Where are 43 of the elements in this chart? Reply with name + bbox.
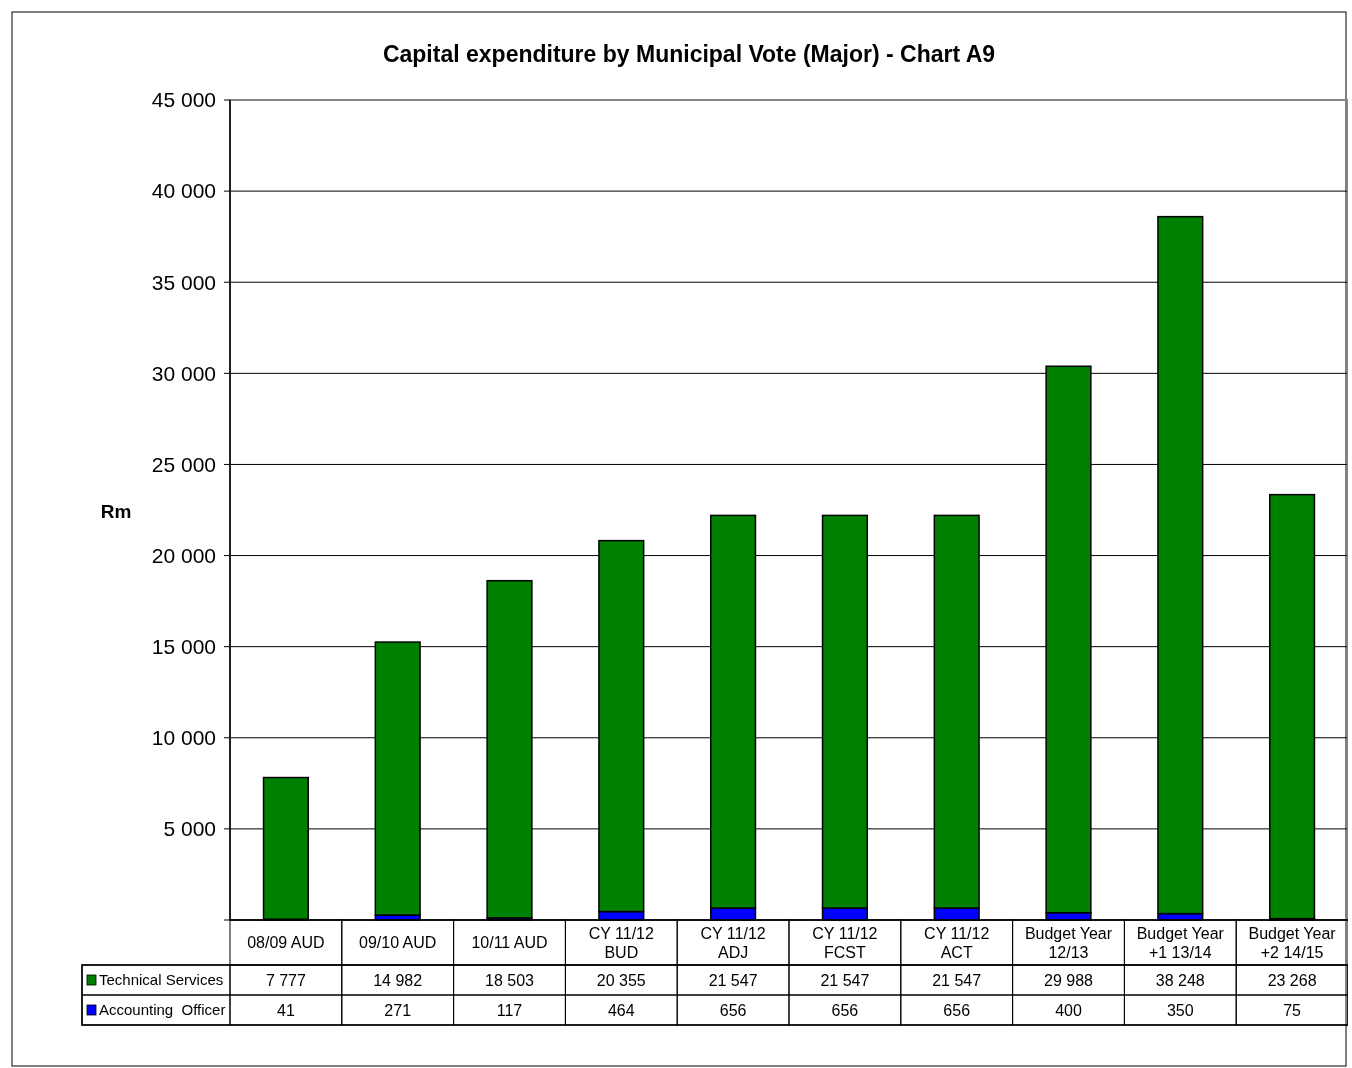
data-label: 18 503 — [485, 971, 535, 989]
x-tick-label: CY 11/12 ACT — [924, 925, 990, 962]
y-tick-label: 15 000 — [151, 635, 216, 659]
x-tick-label: Budget Year +1 13/14 — [1136, 925, 1225, 962]
data-label: 21 547 — [708, 971, 758, 989]
data-label: 656 — [831, 1001, 859, 1019]
data-label: 14 982 — [373, 971, 423, 989]
data-label: 271 — [384, 1001, 412, 1019]
x-tick-label: CY 11/12 BUD — [588, 925, 655, 962]
data-label: 656 — [719, 1001, 747, 1019]
x-tick-label: CY 11/12 ADJ — [700, 925, 766, 962]
x-tick-label: 09/10 AUD — [359, 934, 437, 952]
data-label: 21 547 — [932, 971, 982, 989]
y-tick-label: 5 000 — [163, 817, 216, 841]
data-label: 7 777 — [265, 971, 307, 989]
chart-title: Capital expenditure by Municipal Vote (Major) - Chart A9 — [382, 41, 996, 67]
data-label: 350 — [1166, 1001, 1194, 1019]
data-label: 656 — [943, 1001, 971, 1019]
legend-label: Technical Services — [99, 971, 224, 989]
y-axis-title: Rm — [100, 501, 132, 522]
data-label: 400 — [1055, 1001, 1082, 1019]
data-label: 38 248 — [1155, 971, 1205, 989]
y-tick-label: 25 000 — [151, 452, 216, 476]
x-tick-label: 10/11 AUD — [471, 934, 548, 952]
y-tick-label: 35 000 — [151, 270, 216, 294]
data-label: 117 — [496, 1001, 523, 1019]
data-label: 29 988 — [1044, 971, 1094, 989]
y-tick-label: 20 000 — [151, 543, 216, 567]
x-tick-label: Budget Year +2 14/15 — [1248, 925, 1337, 962]
data-label: 75 — [1283, 1001, 1302, 1019]
data-label: 41 — [277, 1001, 295, 1019]
x-tick-label: 08/09 AUD — [247, 934, 325, 952]
data-label: 23 268 — [1267, 971, 1317, 989]
data-label: 464 — [607, 1001, 635, 1019]
y-tick-label: 40 000 — [151, 179, 216, 203]
x-tick-label: CY 11/12 FCST — [812, 925, 878, 962]
data-label: 20 355 — [596, 971, 646, 989]
y-tick-label: 30 000 — [151, 361, 216, 385]
data-label: 21 547 — [820, 971, 870, 989]
legend-label: Accounting Officer — [99, 1001, 226, 1019]
y-tick-label: 45 000 — [151, 88, 216, 112]
x-tick-label: Budget Year 12/13 — [1024, 925, 1113, 962]
y-tick-label: 10 000 — [151, 726, 216, 750]
